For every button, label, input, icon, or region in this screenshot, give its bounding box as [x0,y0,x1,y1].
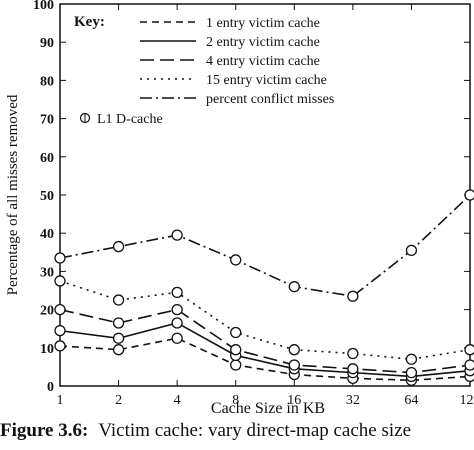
legend-key-label: Key: [74,14,105,30]
series-layer [54,189,474,386]
data-point-percent-conflict-misses [171,229,183,241]
y-tick-label: 10 [40,342,54,357]
data-point-15-entry-victim-cache [112,294,125,306]
x-tick-label: 32 [346,393,360,408]
y-axis-label: Percentage of all misses removed [5,94,21,295]
data-point-percent-conflict-misses [230,254,242,266]
legend: Key: 1 entry victim cache 2 entry victim … [74,14,334,127]
data-point-15-entry-victim-cache [347,347,359,360]
x-tick-label: 128 [460,393,474,408]
data-point-4-entry-victim-cache [230,344,242,356]
data-point-percent-conflict-misses [112,240,125,253]
data-point-4-entry-victim-cache [112,317,125,329]
legend-entry: percent conflict misses [206,92,334,107]
data-point-15-entry-victim-cache [288,344,300,356]
data-point-percent-conflict-misses [347,290,359,302]
data-point-15-entry-victim-cache [405,353,418,365]
legend-entry: 1 entry victim cache [206,16,320,31]
series-line-percent-conflict-misses [59,194,471,298]
data-point-4-entry-victim-cache [405,366,418,379]
data-point-1-entry-victim-cache [230,359,242,371]
data-point-4-entry-victim-cache [171,303,183,316]
data-point-4-entry-victim-cache [347,363,359,375]
data-point-2-entry-victim-cache [112,332,125,344]
data-point-1-entry-victim-cache [54,340,66,352]
x-tick-label: 8 [232,393,239,408]
data-point-2-entry-victim-cache [54,324,66,337]
series-line-2-entry-victim-cache [59,322,471,378]
y-tick-label: 30 [40,265,54,280]
x-axis-ticks: 1 2 4 8 16 32 64 128 [57,4,474,408]
data-point-1-entry-victim-cache [112,344,125,356]
y-tick-label: 60 [40,151,54,166]
y-tick-label: 50 [40,189,54,204]
series-line-1-entry-victim-cache [59,337,471,382]
data-point-percent-conflict-misses [288,281,300,293]
data-point-percent-conflict-misses [464,189,474,201]
data-point-2-entry-victim-cache [171,317,183,329]
figure-caption-text: Victim cache: vary direct-map cache size [98,420,412,441]
x-tick-label: 64 [404,393,418,408]
x-tick-label: 1 [57,393,64,408]
y-tick-label: 100 [33,0,54,13]
chart: 0 10 20 30 40 50 60 70 80 90 100 1 2 4 8 16 32 64 128 Key… [5,0,474,417]
legend-entry: 4 entry victim cache [206,54,320,69]
legend-entry: 2 entry victim cache [206,35,320,50]
series-line-4-entry-victim-cache [59,308,471,374]
y-tick-label: 90 [40,36,54,51]
x-axis-label: Cache Size in KB [211,400,325,417]
data-point-4-entry-victim-cache [288,359,300,371]
data-point-percent-conflict-misses [405,244,418,257]
figure-caption: Figure 3.6: Victim cache: vary direct-map… [0,420,474,442]
data-point-1-entry-victim-cache [171,332,183,344]
legend-marker-label: L1 D-cache [97,112,163,127]
figure-caption-label: Figure 3.6: [0,420,89,441]
x-tick-label: 16 [287,393,301,408]
data-point-15-entry-victim-cache [230,326,242,339]
x-tick-label: 2 [115,393,122,408]
y-tick-label: 20 [40,304,54,319]
data-point-4-entry-victim-cache [464,359,474,371]
data-point-4-entry-victim-cache [54,303,66,316]
data-point-15-entry-victim-cache [54,275,66,287]
y-axis-ticks: 0 10 20 30 40 50 60 70 80 90 100 [33,0,470,395]
data-point-15-entry-victim-cache [464,344,474,356]
y-tick-label: 0 [47,380,54,395]
y-tick-label: 70 [40,113,54,128]
y-tick-label: 40 [40,227,54,242]
legend-entry: 15 entry victim cache [206,73,327,88]
x-tick-label: 4 [174,393,181,408]
data-point-percent-conflict-misses [54,252,66,264]
series-line-15-entry-victim-cache [59,280,471,361]
y-tick-label: 80 [40,74,54,89]
data-point-15-entry-victim-cache [171,286,183,299]
